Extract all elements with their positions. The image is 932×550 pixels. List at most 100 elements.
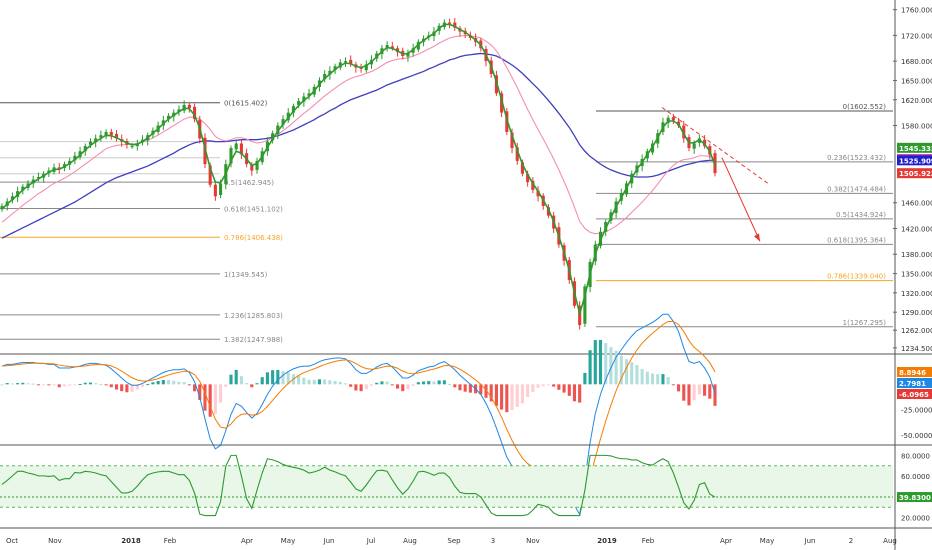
- macd-hist-bar: [125, 384, 129, 393]
- time-tick-label: 2: [849, 537, 853, 545]
- candle-body: [364, 64, 368, 71]
- macd-hist-bar: [406, 384, 410, 390]
- macd-hist-bar: [36, 384, 40, 386]
- time-tick-label: Aug: [883, 537, 897, 545]
- candle-body: [36, 177, 40, 179]
- macd-hist-bar: [614, 350, 618, 385]
- candle-body: [536, 190, 540, 197]
- macd-hist-bar: [395, 384, 400, 389]
- price-tick-label: 1650.000: [901, 77, 932, 85]
- macd-hist-bar: [375, 382, 379, 385]
- macd-hist-bar: [286, 372, 290, 385]
- macd-hist-bar: [229, 374, 233, 385]
- macd-hist-bar: [588, 350, 592, 385]
- candle-body: [208, 165, 212, 185]
- time-tick-label: 3: [491, 537, 495, 545]
- macd-hist-bar: [307, 379, 311, 385]
- macd-hist-bar: [645, 371, 649, 385]
- fib-level-label: 0(1615.402): [224, 100, 268, 108]
- price-pane[interactable]: 0(1615.402) 0.5(1462.945) 0.618(1451.102) 0…: [0, 18, 893, 344]
- price-tick-label: 1290.000: [901, 309, 932, 317]
- fib-level-label: 0.236(1523.432): [827, 154, 886, 162]
- macd-hist-bar: [161, 380, 165, 385]
- macd-hist-bar: [182, 381, 186, 385]
- macd-pane[interactable]: [0, 313, 717, 516]
- rsi-axis: 80.0000 60.0000 20.0000 39.8300: [897, 452, 932, 523]
- candle-body: [219, 183, 223, 196]
- macd-hist-bar: [312, 379, 316, 385]
- macd-tick-label: -25.0000: [901, 407, 932, 415]
- macd-hist-bar: [245, 383, 249, 385]
- rsi-line: [1, 454, 716, 517]
- macd-hist-bar: [656, 374, 660, 385]
- macd-hist-bar: [505, 384, 509, 413]
- macd-hist-bar: [156, 380, 160, 385]
- macd-hist-bar: [239, 376, 243, 385]
- macd-hist-bar: [531, 384, 535, 392]
- candle-body: [73, 155, 77, 161]
- macd-hist-bar: [354, 384, 358, 391]
- macd-hist-bar: [526, 384, 530, 397]
- candle-body: [297, 101, 301, 105]
- macd-hist-bar: [83, 382, 87, 385]
- candle-body: [83, 146, 87, 152]
- candle-body: [515, 147, 519, 161]
- macd-hist-bar: [130, 384, 134, 392]
- candle-body: [213, 184, 217, 197]
- price-tick-label: 1580.000: [901, 123, 932, 131]
- macd-hist-bar: [458, 384, 462, 391]
- macd-hist-bar: [489, 384, 493, 402]
- time-axis: Oct Nov 2018 Feb Apr May Jun Jul Aug Sep 3 Nov 2019 F…: [6, 537, 897, 545]
- macd-hist-bar: [297, 375, 301, 385]
- candle-body: [531, 180, 535, 190]
- ema-slow-line: [1, 52, 715, 239]
- candle-body: [307, 93, 311, 96]
- macd-hist-bar: [687, 384, 691, 406]
- arrow-head: [754, 233, 760, 242]
- macd-hist-bar: [94, 383, 98, 385]
- macd-hist-bar: [68, 384, 72, 386]
- time-tick-label: Feb: [642, 537, 655, 545]
- price-tag-label: 1545.332: [899, 145, 932, 153]
- macd-tag: [897, 367, 932, 377]
- price-tick-label: 1350.000: [901, 271, 932, 279]
- macd-hist-bar: [364, 384, 368, 390]
- candle-body: [328, 70, 332, 75]
- fib-level-label: 1(1349.545): [224, 271, 268, 279]
- macd-hist-bar: [109, 384, 113, 388]
- macd-hist-bar: [57, 384, 61, 388]
- time-tick-label: Aug: [403, 537, 417, 545]
- macd-line: [1, 313, 716, 516]
- macd-hist-bar: [463, 384, 467, 392]
- macd-hist-bar: [562, 384, 566, 393]
- macd-tag-label: 2.7981: [899, 380, 926, 388]
- time-tick-label: Jun: [804, 537, 816, 545]
- macd-hist-bar: [281, 371, 285, 385]
- macd-tag-label: -6.0965: [899, 391, 929, 399]
- candle-body: [323, 74, 327, 80]
- candle-body: [291, 106, 295, 113]
- candle-body: [302, 96, 306, 102]
- macd-hist-bar: [604, 343, 608, 385]
- candle-body: [229, 148, 233, 164]
- price-tag: [897, 168, 932, 179]
- macd-hist-bar: [328, 380, 332, 385]
- rsi-pane[interactable]: [0, 454, 893, 517]
- macd-hist-bar: [427, 381, 431, 385]
- time-tick-label: Apr: [241, 537, 253, 545]
- macd-hist-bar: [359, 384, 363, 392]
- macd-hist-bar: [703, 384, 707, 396]
- macd-hist-bar: [708, 384, 712, 399]
- candle-body: [250, 164, 254, 171]
- macd-hist-bar: [401, 384, 405, 392]
- candle-body: [671, 117, 675, 121]
- price-tag-label: 1525.909: [899, 157, 932, 165]
- macd-hist-bar: [635, 365, 639, 385]
- macd-tag: [897, 378, 932, 388]
- macd-hist-bar: [187, 384, 191, 386]
- macd-hist-bar: [661, 374, 665, 385]
- rsi-tag-label: 39.8300: [899, 494, 931, 502]
- macd-hist-bar: [666, 377, 670, 385]
- fib-level-label: 0.5(1434.924): [836, 211, 886, 219]
